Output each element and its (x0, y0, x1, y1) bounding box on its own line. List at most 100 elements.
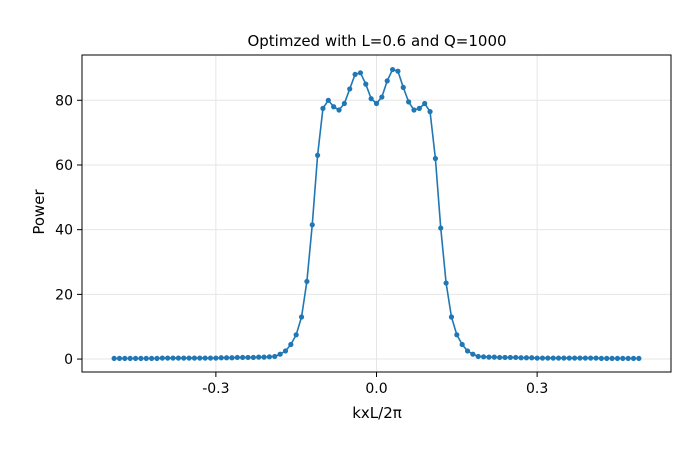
data-point (486, 354, 492, 360)
data-point (170, 355, 176, 361)
data-point (448, 314, 455, 320)
data-point (293, 332, 299, 338)
data-point (630, 355, 637, 362)
data-point (625, 355, 631, 362)
data-point (513, 354, 519, 361)
data-point (138, 355, 144, 362)
data-point (325, 97, 331, 103)
data-point (229, 355, 235, 361)
data-point (245, 354, 251, 361)
data-point (159, 355, 165, 361)
data-point (443, 280, 449, 286)
data-point (341, 100, 347, 107)
data-point (480, 354, 487, 360)
data-point (347, 86, 353, 92)
x-axis-label: kxL/2π (352, 404, 402, 422)
data-point (234, 354, 240, 361)
data-point (261, 354, 267, 360)
data-point (357, 70, 364, 76)
data-point (411, 107, 417, 113)
series-layer (111, 66, 642, 362)
data-point (309, 222, 315, 228)
data-point (406, 99, 412, 105)
data-point (277, 351, 283, 357)
data-point (165, 355, 171, 361)
data-point (240, 354, 246, 361)
data-point (389, 66, 396, 73)
data-point (523, 355, 530, 361)
y-tick-label: 80 (55, 93, 73, 109)
data-point (491, 354, 497, 360)
data-point (561, 355, 567, 361)
data-point (577, 355, 583, 361)
data-point (518, 355, 524, 361)
data-point (373, 100, 380, 107)
data-point (250, 354, 256, 361)
data-point (111, 355, 117, 362)
x-tick-label: 0.0 (365, 381, 387, 397)
data-point (384, 78, 390, 84)
data-point (507, 354, 513, 361)
data-point (127, 355, 133, 362)
data-point (149, 355, 155, 362)
data-point (191, 355, 198, 361)
data-point (336, 107, 342, 113)
data-point (363, 81, 369, 87)
data-point (181, 355, 187, 361)
x-tick-label: 0.3 (526, 381, 548, 397)
data-point (620, 355, 626, 362)
data-point (331, 104, 337, 110)
data-point (438, 225, 444, 231)
data-point (116, 355, 123, 362)
chart-title: Optimzed with L=0.6 and Q=1000 (247, 32, 506, 50)
data-point (609, 355, 615, 362)
data-point (154, 355, 160, 362)
data-point (218, 355, 224, 361)
data-point (352, 71, 358, 78)
data-point (202, 355, 208, 361)
data-point (502, 354, 508, 361)
data-point (550, 355, 556, 361)
data-point (175, 355, 181, 361)
data-point (545, 355, 551, 361)
y-tick-label: 0 (64, 352, 73, 368)
data-point (555, 355, 562, 361)
x-tick-label: -0.3 (202, 381, 229, 397)
data-point (379, 94, 385, 100)
data-point (539, 355, 546, 361)
data-point (416, 105, 422, 111)
data-point (223, 355, 230, 361)
data-point (459, 341, 465, 348)
data-point (604, 355, 610, 362)
data-point (454, 332, 460, 338)
data-point (298, 314, 305, 320)
data-point (272, 353, 278, 360)
data-point (132, 355, 139, 362)
data-point (315, 152, 321, 158)
data-point (566, 355, 572, 361)
data-point (588, 355, 594, 361)
data-point (614, 355, 621, 362)
y-axis-label: Power (30, 188, 48, 234)
y-tick-label: 20 (55, 287, 73, 303)
data-point (534, 355, 540, 361)
data-point (475, 353, 481, 360)
data-point (636, 355, 642, 362)
data-point (497, 354, 503, 361)
data-point (400, 84, 406, 90)
data-point (304, 278, 310, 285)
data-point (395, 68, 401, 74)
data-point (266, 354, 273, 360)
y-tick-label: 60 (55, 158, 73, 174)
data-point (598, 355, 604, 362)
data-point (432, 155, 438, 162)
data-point (572, 355, 578, 361)
data-point (427, 109, 433, 115)
data-point (207, 355, 214, 361)
data-point (143, 355, 149, 362)
data-point (288, 341, 294, 348)
data-point (186, 355, 192, 361)
data-point (368, 96, 374, 102)
data-point (122, 355, 128, 362)
